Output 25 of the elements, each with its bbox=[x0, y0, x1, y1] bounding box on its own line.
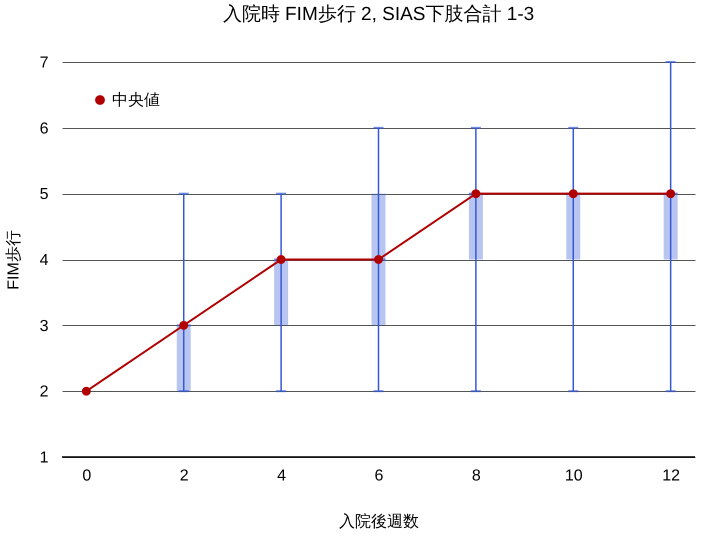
y-tick-label: 2 bbox=[40, 384, 49, 401]
x-tick-label: 6 bbox=[374, 468, 384, 484]
y-tick-label: 4 bbox=[40, 252, 49, 269]
y-tick-label: 6 bbox=[40, 120, 49, 138]
point bbox=[666, 189, 676, 198]
y-axis-title: FIM歩行 bbox=[4, 230, 23, 290]
y-tick-label: 5 bbox=[40, 186, 49, 204]
y-tick-label: 1 bbox=[40, 450, 49, 466]
point bbox=[179, 320, 188, 330]
y-tick-label: 3 bbox=[40, 318, 49, 335]
x-tick-label: 0 bbox=[82, 468, 92, 484]
point bbox=[374, 255, 383, 264]
x-tick-label: 2 bbox=[180, 468, 189, 484]
legend-label: 中央値 bbox=[112, 91, 160, 109]
x-tick-label: 10 bbox=[564, 468, 583, 484]
x-tick-label: 4 bbox=[277, 468, 286, 484]
point bbox=[471, 189, 480, 198]
x-axis-title: 入院後週数 bbox=[339, 512, 419, 530]
point bbox=[82, 386, 91, 396]
point bbox=[276, 255, 286, 264]
x-tick-label: 8 bbox=[472, 468, 481, 484]
chart-title: 入院時 FIM歩行 2, SIAS下肢合計 1-3 bbox=[222, 4, 534, 25]
x-tick-label: 12 bbox=[662, 468, 680, 484]
y-tick-label: 7 bbox=[40, 54, 49, 72]
point bbox=[568, 189, 578, 198]
